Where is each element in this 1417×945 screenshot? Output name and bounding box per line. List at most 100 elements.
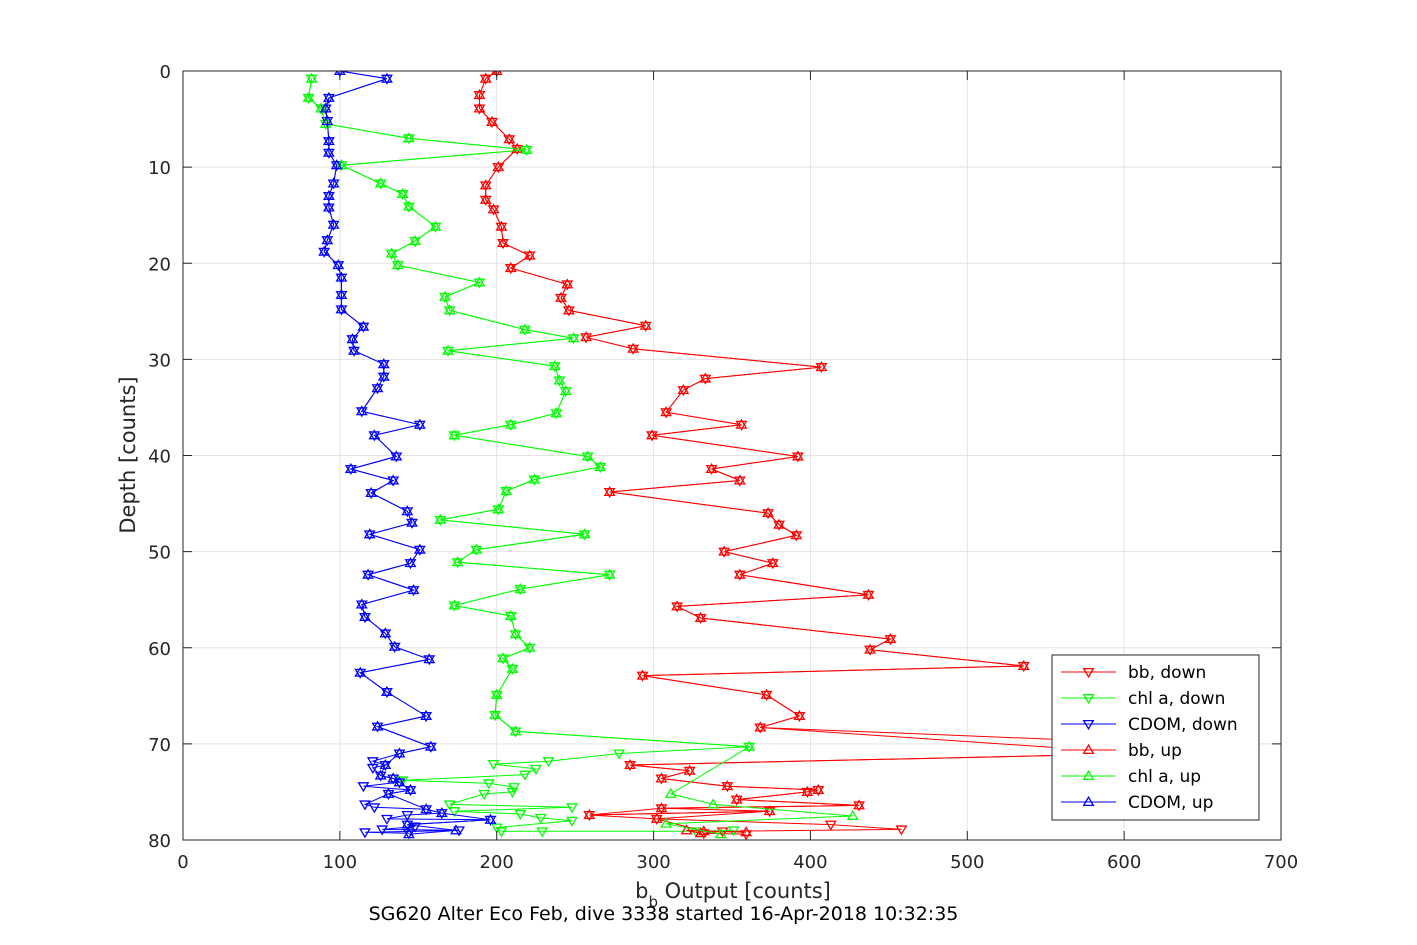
data-point [379, 629, 392, 640]
data-point [439, 290, 451, 301]
data-point [327, 218, 340, 229]
data-point [487, 205, 500, 216]
data-point [424, 740, 437, 751]
data-point [624, 758, 636, 770]
data-point [646, 429, 658, 440]
data-point [390, 450, 403, 461]
data-point [504, 261, 517, 273]
data-point [322, 93, 335, 104]
x-tick-label: 300 [636, 852, 670, 873]
data-point [553, 376, 566, 387]
data-point [636, 669, 649, 680]
data-point [479, 179, 492, 190]
data-point [581, 450, 594, 461]
legend-entry-bb-down: bb, down [1061, 663, 1206, 683]
data-point [503, 133, 516, 144]
legend-swatch-marker [1082, 667, 1095, 679]
data-point [743, 742, 756, 753]
data-point [371, 384, 384, 395]
data-point [380, 72, 393, 83]
data-point [393, 778, 406, 789]
data-point [762, 509, 775, 520]
data-point [385, 249, 398, 260]
legend: bb, down chl a, down CDOM, down bb, up chl a… [1051, 654, 1260, 821]
data-point [812, 783, 825, 795]
data-point [487, 203, 500, 214]
data-point [359, 800, 371, 811]
data-point [523, 249, 536, 260]
data-point [443, 800, 456, 811]
data-point [490, 690, 503, 701]
data-point [492, 161, 505, 172]
data-point [705, 462, 718, 473]
data-point [335, 303, 348, 314]
data-point [550, 407, 563, 418]
series-line-chl-a-up [307, 78, 853, 835]
series-layer [302, 71, 1149, 840]
data-point [380, 687, 393, 699]
data-point [376, 825, 389, 836]
data-point [508, 783, 520, 794]
data-point [473, 91, 486, 102]
data-point [884, 633, 897, 644]
legend-entry-chl-a-down: chl a, down [1061, 689, 1225, 709]
data-point [542, 757, 555, 768]
data-point [321, 114, 334, 125]
data-point [583, 808, 596, 820]
data-point [853, 801, 865, 812]
data-point [366, 757, 379, 768]
data-point [500, 487, 513, 498]
data-point [357, 320, 370, 331]
data-point [387, 772, 400, 783]
data-point [862, 590, 875, 601]
data-point [335, 273, 348, 284]
data-point [594, 460, 607, 472]
data-point [523, 251, 536, 262]
y-tick-label: 30 [148, 350, 171, 371]
data-point [448, 429, 461, 440]
data-point [790, 529, 803, 540]
data-point [509, 628, 522, 639]
y-tick-label: 20 [148, 254, 171, 275]
data-point [566, 816, 578, 827]
legend-label: chl a, up [1128, 767, 1201, 787]
data-point [344, 462, 357, 473]
data-point [393, 749, 406, 760]
data-point [497, 654, 509, 665]
data-point [379, 627, 392, 638]
data-point [639, 319, 652, 330]
x-axis-label-subscript: b [648, 893, 658, 911]
data-point [484, 815, 497, 826]
data-point [694, 611, 707, 622]
data-point [500, 484, 513, 496]
legend-swatch-marker [1082, 795, 1095, 807]
data-point [559, 385, 572, 396]
data-point [760, 688, 773, 699]
data-point [509, 725, 522, 736]
series-line-cdom-up [323, 71, 491, 835]
data-point [487, 760, 500, 771]
data-point [327, 177, 340, 188]
data-point [354, 666, 367, 677]
series-cdom-up [318, 71, 497, 839]
data-point [707, 798, 720, 809]
data-point [402, 132, 415, 143]
data-point [319, 104, 332, 115]
data-point [514, 810, 527, 821]
data-point [509, 630, 522, 641]
data-point [846, 809, 859, 820]
data-point [683, 764, 696, 775]
grid [183, 71, 1281, 840]
data-point [439, 292, 451, 303]
data-point [613, 749, 625, 760]
data-point [377, 360, 390, 371]
data-point [495, 220, 508, 231]
legend-entry-bb-up: bb, up [1061, 741, 1182, 761]
data-point [509, 727, 522, 738]
data-point [519, 770, 531, 781]
data-point [322, 135, 335, 146]
data-point [624, 761, 636, 772]
data-point [553, 374, 566, 385]
legend-entry-cdom-up: CDOM, up [1061, 793, 1213, 813]
data-point [763, 807, 776, 818]
